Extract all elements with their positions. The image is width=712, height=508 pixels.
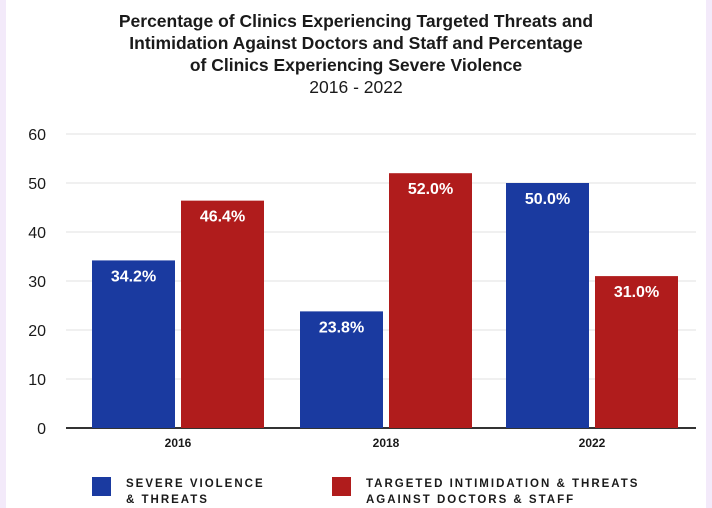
bar-severe-violence-2022 [506, 183, 589, 428]
legend-label-severe-violence: SEVERE VIOLENCE & THREATS [126, 476, 265, 508]
data-label: 50.0% [525, 191, 570, 208]
data-label: 52.0% [408, 181, 453, 198]
chart-title: Percentage of Clinics Experiencing Targe… [6, 10, 706, 98]
bar-targeted-intimidation-2022 [595, 276, 678, 428]
y-tick-label: 60 [28, 127, 46, 144]
legend-label-targeted-intimidation: TARGETED INTIMIDATION & THREATS AGAINST … [366, 476, 639, 508]
legend-swatch-targeted-intimidation [332, 477, 351, 496]
data-label: 34.2% [111, 268, 156, 285]
chart-title-line-1: Percentage of Clinics Experiencing Targe… [118, 11, 594, 31]
data-label: 23.8% [319, 319, 364, 336]
chart-subtitle: 2016 - 2022 [309, 77, 403, 97]
bar-targeted-intimidation-2016 [181, 200, 264, 428]
y-tick-label: 30 [28, 274, 46, 291]
legend-label-line-1: SEVERE VIOLENCE [126, 478, 265, 490]
chart-title-line-3: of Clinics Experiencing Severe Violence [189, 55, 523, 75]
y-tick-label: 0 [37, 421, 46, 438]
y-tick-label: 40 [28, 225, 46, 242]
y-tick-label: 50 [28, 176, 46, 193]
data-label: 46.4% [200, 209, 245, 226]
bar-targeted-intimidation-2018 [389, 173, 472, 428]
chart-card: Percentage of Clinics Experiencing Targe… [6, 0, 706, 508]
x-tick-label: 2016 [165, 436, 192, 450]
legend-label-line-2: AGAINST DOCTORS & STAFF [366, 494, 576, 506]
legend-label-line-1: TARGETED INTIMIDATION & THREATS [366, 478, 640, 490]
bar-chart: 0 10 20 30 40 50 60 34.2% 46.4% 2016 23.8% 52.0% 201… [28, 127, 696, 450]
x-tick-label: 2018 [373, 436, 400, 450]
x-tick-label: 2022 [579, 436, 606, 450]
legend-swatch-severe-violence [92, 477, 111, 496]
data-label: 31.0% [614, 284, 659, 301]
bar-severe-violence-2016 [92, 260, 175, 428]
y-tick-label: 20 [28, 323, 46, 340]
legend-label-line-2: & THREATS [126, 494, 209, 506]
y-tick-label: 10 [28, 372, 46, 389]
bar-severe-violence-2018 [300, 311, 383, 428]
chart-title-line-2: Intimidation Against Doctors and Staff a… [129, 33, 583, 53]
